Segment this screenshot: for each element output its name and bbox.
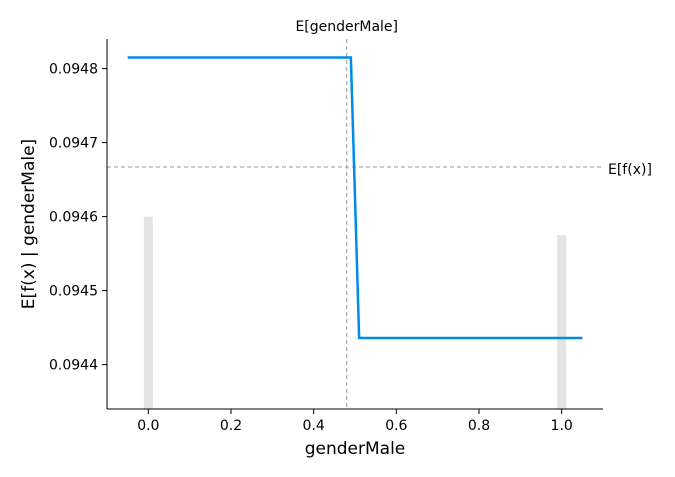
expected-output-label: E[f(x)] <box>608 162 652 178</box>
y-tick-label: 0.0945 <box>49 284 98 300</box>
x-tick-label: 0.8 <box>468 418 490 434</box>
dependence-line-layer <box>127 56 583 340</box>
histogram-layer <box>143 216 567 409</box>
dependence-line-0 <box>127 56 583 340</box>
x-tick-label: 1.0 <box>551 418 573 434</box>
x-tick-label: 0.4 <box>303 418 325 434</box>
x-ticks: 0.0 0.2 0.4 0.6 0.8 1.0 <box>137 409 573 434</box>
expected-feature-label: E[genderMale] <box>295 19 398 35</box>
histogram-bar-0 <box>143 216 153 409</box>
y-tick-label: 0.0948 <box>49 62 98 78</box>
axes <box>106 39 603 410</box>
y-tick-label: 0.0946 <box>49 210 98 226</box>
x-axis-label: genderMale <box>305 439 406 459</box>
y-tick-label: 0.0947 <box>49 136 98 152</box>
x-tick-label: 0.2 <box>220 418 242 434</box>
y-axis-label: E[f(x) | genderMale] <box>19 139 39 309</box>
x-tick-label: 0.6 <box>385 418 407 434</box>
x-tick-label: 0.0 <box>137 418 159 434</box>
y-ticks: 0.0944 0.0945 0.0946 0.0947 0.0948 <box>49 62 107 374</box>
y-tick-label: 0.0944 <box>49 358 98 374</box>
histogram-bar-1 <box>557 235 567 409</box>
